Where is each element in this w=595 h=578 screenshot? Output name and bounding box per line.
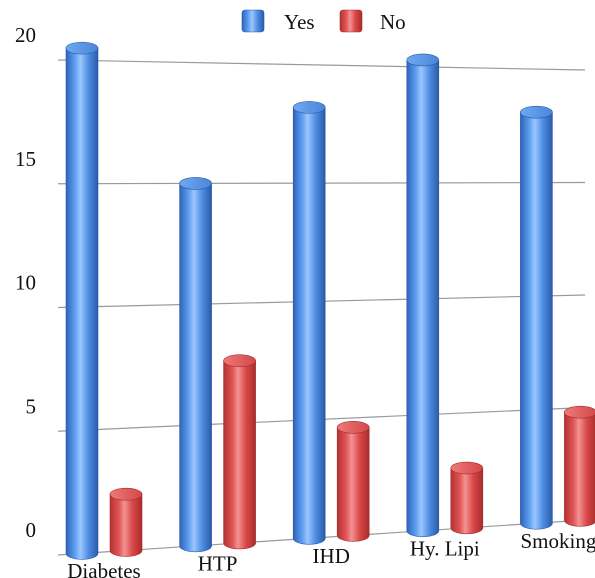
x-tick-label: IHD [313, 544, 350, 568]
y-axis: 0 5 10 15 20 [15, 23, 36, 542]
bar-yes-smoking [520, 105, 553, 530]
bar-no-smoking [564, 405, 595, 527]
bar-no-hy-lipi [450, 461, 484, 535]
bar-yes-hy-lipi [406, 53, 440, 538]
y-tick-label: 0 [26, 518, 37, 542]
x-tick-label: Diabetes [67, 559, 140, 578]
y-tick-label: 5 [26, 394, 37, 418]
legend-label-yes: Yes [284, 10, 315, 34]
y-tick-label: 10 [15, 271, 36, 295]
legend-swatch-no [339, 9, 363, 33]
bar-no-ihd [336, 421, 370, 542]
bar-yes-diabetes [65, 41, 99, 560]
bars [65, 41, 595, 560]
bar-yes-htp [179, 177, 212, 553]
x-axis: Diabetes HTP IHD Hy. Lipi Smoking [67, 529, 595, 578]
x-tick-label: Smoking [520, 529, 595, 553]
y-tick-label: 20 [15, 23, 36, 47]
x-tick-label: Hy. Lipi [410, 536, 480, 560]
legend-swatch-yes [241, 9, 265, 33]
gridline [57, 59, 586, 71]
bar-no-diabetes [109, 487, 143, 557]
legend: Yes No [241, 9, 406, 34]
x-tick-label: HTP [198, 551, 238, 575]
y-tick-label: 15 [15, 147, 36, 171]
legend-label-no: No [380, 10, 406, 34]
bar-yes-ihd [292, 101, 326, 545]
bar-no-htp [223, 354, 256, 550]
